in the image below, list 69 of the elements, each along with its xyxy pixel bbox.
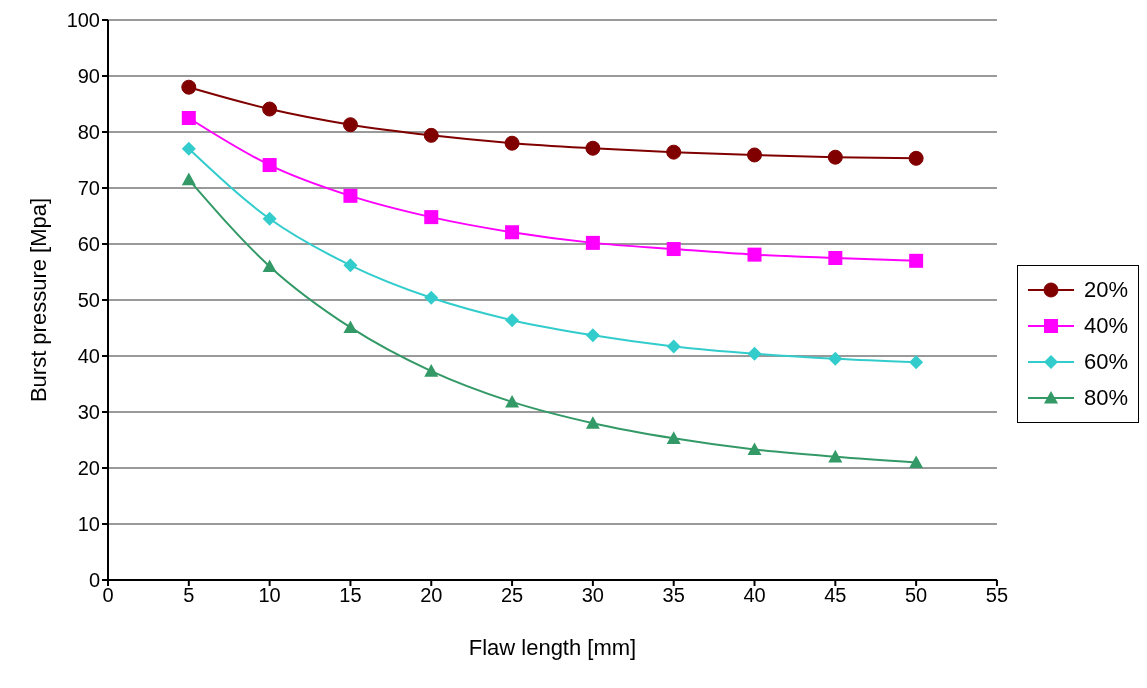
point xyxy=(343,188,358,203)
point xyxy=(262,158,277,173)
point xyxy=(828,251,843,265)
y-tick-label: 20 xyxy=(77,457,100,480)
x-tick-label: 55 xyxy=(985,584,1009,607)
x-tick-label: 20 xyxy=(420,584,443,607)
point xyxy=(585,328,600,343)
x-tick-label: 40 xyxy=(743,584,766,607)
point xyxy=(585,235,600,250)
y-tick-label: 60 xyxy=(77,233,100,256)
point xyxy=(424,364,439,377)
legend-label: 80% xyxy=(1083,384,1128,412)
point xyxy=(828,351,843,366)
point xyxy=(909,455,924,468)
y-tick-label: 40 xyxy=(77,345,100,368)
y-tick-label: 90 xyxy=(77,65,100,88)
point xyxy=(666,339,681,354)
point xyxy=(909,355,924,370)
point xyxy=(666,431,681,444)
point xyxy=(262,101,278,117)
point xyxy=(505,394,520,408)
legend-label: 60% xyxy=(1083,348,1128,376)
point xyxy=(504,135,520,151)
point xyxy=(666,144,682,160)
point xyxy=(262,211,277,226)
y-tick-label: 10 xyxy=(77,513,100,536)
x-tick-label: 25 xyxy=(500,584,524,607)
legend-label: 20% xyxy=(1083,276,1128,304)
y-tick-label: 70 xyxy=(77,177,100,200)
point xyxy=(666,242,681,257)
y-tick-label: 0 xyxy=(88,569,100,592)
point xyxy=(747,147,763,163)
point xyxy=(181,79,197,95)
point xyxy=(909,253,924,268)
point xyxy=(585,416,600,429)
x-tick-label: 0 xyxy=(102,584,114,607)
x-tick-label: 50 xyxy=(905,584,928,607)
y-tick-label: 80 xyxy=(77,121,100,144)
y-axis-title: Burst pressure [Mpa] xyxy=(25,197,51,403)
x-tick-label: 15 xyxy=(339,584,362,607)
point xyxy=(424,210,439,225)
legend-label: 40% xyxy=(1083,312,1128,340)
x-tick-label: 10 xyxy=(258,584,281,607)
x-tick-label: 5 xyxy=(183,584,195,607)
x-tick-label: 35 xyxy=(662,584,685,607)
point xyxy=(181,111,196,125)
x-tick-label: 45 xyxy=(824,584,847,607)
point xyxy=(424,290,439,305)
x-axis-title: Flaw length [mm] xyxy=(468,635,637,660)
point xyxy=(343,258,358,273)
point xyxy=(747,346,762,361)
point xyxy=(181,172,196,186)
y-tick-label: 30 xyxy=(77,401,100,424)
point xyxy=(505,225,520,240)
point xyxy=(181,141,196,156)
point xyxy=(747,442,762,456)
point xyxy=(747,247,762,262)
point xyxy=(827,149,843,165)
point xyxy=(342,117,358,133)
point xyxy=(908,150,924,166)
point xyxy=(343,320,358,334)
point xyxy=(828,449,843,463)
x-tick-label: 30 xyxy=(581,584,605,607)
y-tick-label: 50 xyxy=(77,289,100,312)
point xyxy=(505,313,520,328)
point xyxy=(585,140,601,156)
point xyxy=(423,127,439,143)
y-tick-label: 100 xyxy=(66,9,100,32)
point xyxy=(262,259,277,272)
